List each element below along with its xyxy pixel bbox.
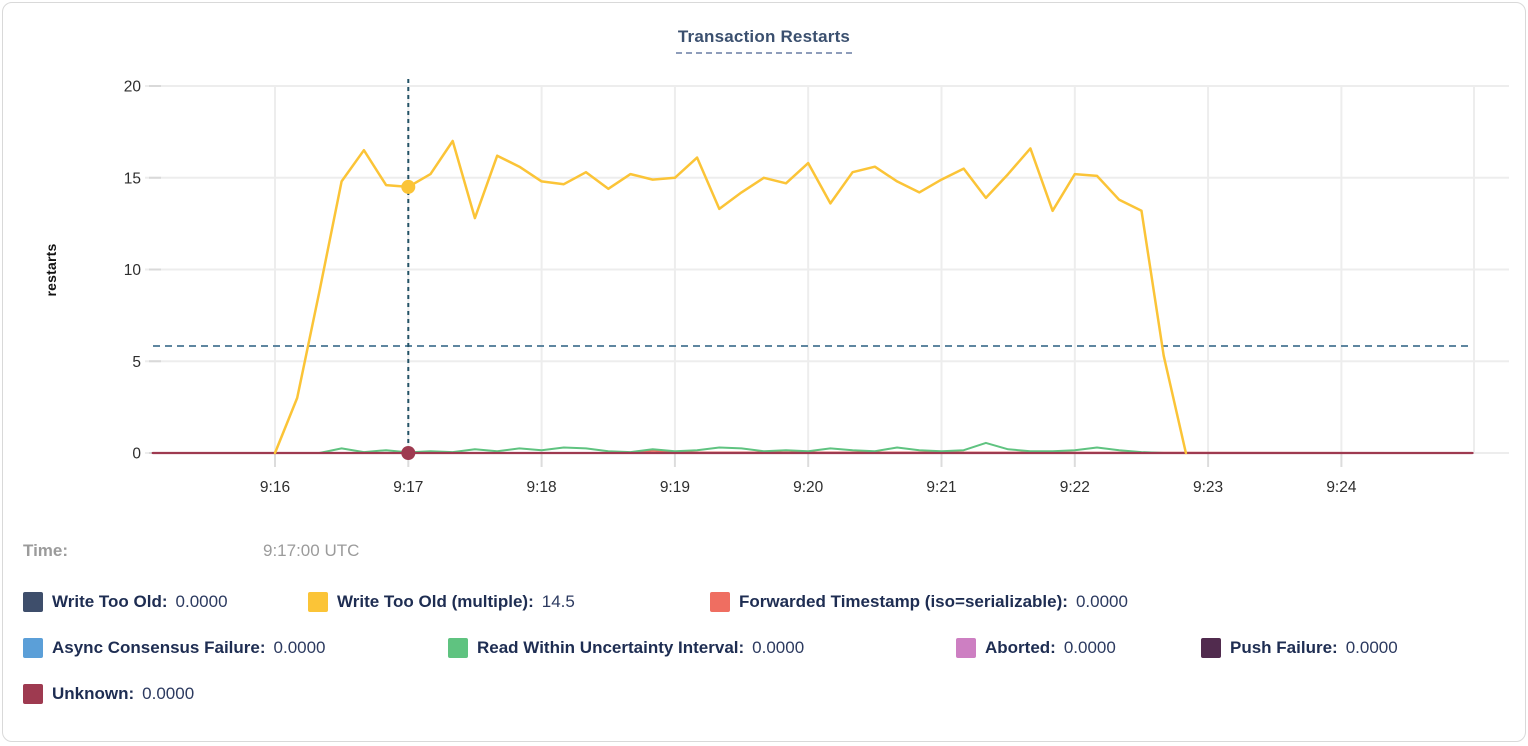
legend-label: Unknown: (52, 683, 135, 703)
legend-item[interactable]: Unknown: 0.0000 (23, 683, 195, 704)
y-tick-label: 15 (124, 170, 141, 187)
x-tick-label: 9:24 (1326, 479, 1357, 496)
legend-swatch-icon (23, 637, 43, 658)
y-tick-label: 5 (132, 354, 141, 371)
legend-swatch-icon (956, 637, 976, 658)
chart-title-wrap: Transaction Restarts (3, 27, 1525, 54)
hover-time-row: Time: 9:17:00 UTC (23, 541, 623, 561)
x-tick-label: 9:23 (1193, 479, 1223, 496)
legend-item[interactable]: Forwarded Timestamp (iso=serializable): 0… (710, 591, 1128, 612)
legend-value: 0.0000 (1075, 591, 1128, 611)
legend-value: 0.0000 (175, 591, 228, 611)
legend-label: Async Consensus Failure: (52, 637, 266, 657)
legend-label: Forwarded Timestamp (iso=serializable): (739, 591, 1068, 611)
x-tick-label: 9:18 (527, 479, 557, 496)
legend-swatch-icon (710, 591, 730, 612)
legend-value: 0.0000 (142, 683, 195, 703)
legend-item[interactable]: Aborted: 0.0000 (956, 637, 1201, 658)
x-tick-label: 9:21 (926, 479, 956, 496)
legend-value: 14.5 (541, 591, 575, 611)
legend-value: 0.0000 (1345, 637, 1398, 657)
legend-item[interactable]: Write Too Old: 0.0000 (23, 591, 308, 612)
x-tick-label: 9:22 (1060, 479, 1090, 496)
legend-swatch-icon (1201, 637, 1221, 658)
hover-time-value: 9:17:00 UTC (263, 541, 360, 560)
legend-item[interactable]: Async Consensus Failure: 0.0000 (23, 637, 448, 658)
legend-item[interactable]: Write Too Old (multiple): 14.5 (308, 591, 710, 612)
legend-swatch-icon (448, 637, 468, 658)
legend-item[interactable]: Read Within Uncertainty Interval: 0.0000 (448, 637, 956, 658)
y-tick-label: 10 (124, 262, 142, 279)
legend-row: Async Consensus Failure: 0.0000 Read Withi… (23, 635, 1509, 660)
y-tick-label: 20 (124, 79, 142, 96)
legend-swatch-icon (23, 591, 43, 612)
series-line (273, 139, 1188, 455)
hover-point (401, 446, 416, 460)
legend-label: Write Too Old: (52, 591, 168, 611)
legend-value: 0.0000 (273, 637, 326, 657)
x-tick-label: 9:16 (260, 479, 290, 496)
transaction-restarts-chart[interactable]: 0 5 10 15 20 9:16 9:17 9:18 9:19 9:20 9:21 9:22 9:23… (3, 3, 1527, 533)
legend-value: 0.0000 (1063, 637, 1116, 657)
legend-swatch-icon (23, 683, 43, 704)
y-tick-label: 0 (132, 446, 141, 463)
legend-label: Aborted: (985, 637, 1056, 657)
x-tick-label: 9:17 (393, 479, 423, 496)
legend-row: Unknown: 0.0000 (23, 681, 1509, 706)
hover-time-label: Time: (23, 541, 69, 560)
v-gridlines: 9:16 9:17 9:18 9:19 9:20 9:21 9:22 9:23 9:24 (260, 86, 1357, 496)
legend-swatch-icon (308, 591, 328, 612)
hover-point (401, 179, 416, 194)
legend-row: Write Too Old: 0.0000 Write Too Old (multi… (23, 589, 1509, 614)
x-tick-label: 9:20 (793, 479, 824, 496)
series-line (318, 441, 1165, 454)
chart-title[interactable]: Transaction Restarts (675, 27, 853, 54)
legend-label: Write Too Old (multiple): (337, 591, 534, 611)
legend-label: Read Within Uncertainty Interval: (477, 637, 745, 657)
h-gridlines: 0 5 10 15 20 (124, 79, 1509, 463)
chart-legend: Write Too Old: 0.0000 Write Too Old (multi… (23, 589, 1509, 727)
legend-label: Push Failure: (1230, 637, 1338, 657)
x-tick-label: 9:19 (660, 479, 690, 496)
legend-item[interactable]: Push Failure: 0.0000 (1201, 637, 1398, 658)
legend-value: 0.0000 (752, 637, 805, 657)
